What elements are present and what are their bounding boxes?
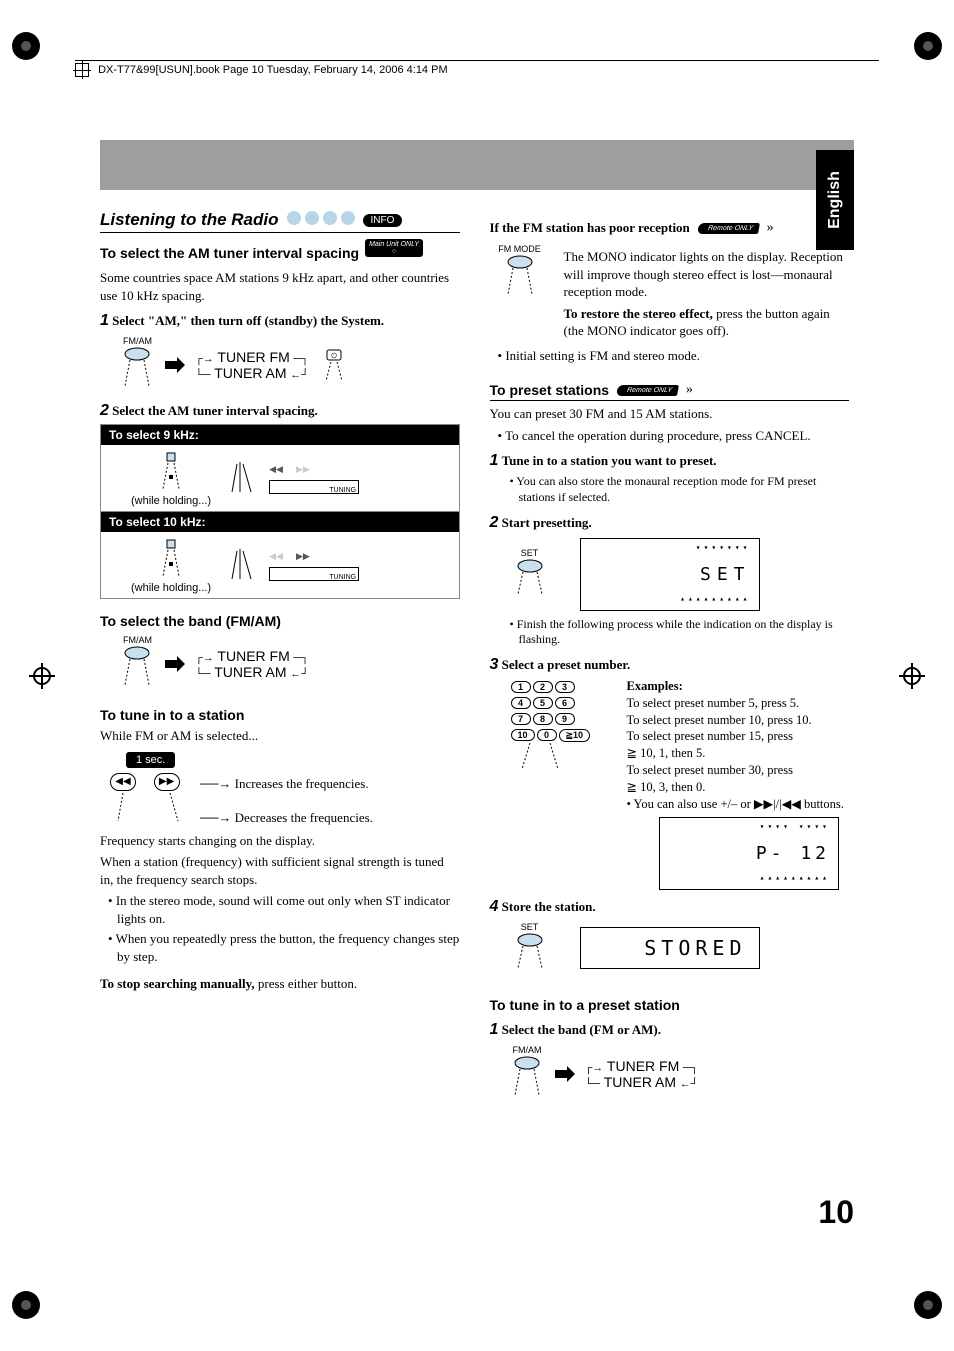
reception-body: FM MODE The MONO indicator lights on the…	[490, 244, 850, 344]
subsection-select-band: To select the band (FM/AM)	[100, 613, 460, 629]
display-stored: STORED	[580, 927, 760, 969]
subsection-am-spacing: To select the AM tuner interval spacing	[100, 245, 359, 261]
preset-heading: To preset stations Remote ONLY »	[490, 382, 850, 401]
num-button[interactable]: 9	[555, 713, 575, 725]
title-bar	[100, 140, 854, 190]
num-button[interactable]: 5	[533, 697, 553, 709]
gear-icon	[912, 30, 944, 62]
right-column: If the FM station has poor reception Rem…	[490, 210, 850, 1109]
bullet-initial: Initial setting is FM and stereo mode.	[498, 347, 850, 365]
diagram-set: SET ▾▾▾▾▾▾▾ SET ▴▴▴▴▴▴▴▴▴	[490, 538, 850, 611]
num-button[interactable]: 4	[511, 697, 531, 709]
rewind-button[interactable]: ◀◀	[110, 773, 136, 791]
num-button[interactable]: 10	[511, 729, 535, 741]
main-unit-badge: Main Unit ONLY○	[365, 239, 423, 257]
num-button[interactable]: 8	[533, 713, 553, 725]
left-column: Listening to the Radio INFO To select th…	[100, 210, 460, 1109]
remote-only-badge: Remote ONLY	[697, 223, 760, 234]
tune-intro: While FM or AM is selected...	[100, 727, 460, 745]
info-badge: INFO	[363, 214, 403, 227]
num-button[interactable]: 0	[537, 729, 557, 741]
display-p12: ▾▾▾▾ ▾▾▾▾ P- 12 ▴▴▴▴▴▴▴▴▴	[659, 817, 839, 890]
bullet-stereo: In the stereo mode, sound will come out …	[108, 892, 460, 927]
section-listening-radio: Listening to the Radio INFO	[100, 210, 460, 233]
header-file-info: DX-T77&99[USUN].book Page 10 Tuesday, Fe…	[75, 60, 879, 63]
tune-preset-step-1: 1 Select the band (FM or AM).	[490, 1021, 850, 1039]
page: DX-T77&99[USUN].book Page 10 Tuesday, Fe…	[0, 0, 954, 1351]
decorative-dots	[285, 211, 357, 229]
svg-text:⏻: ⏻	[331, 352, 337, 360]
num-button[interactable]: 6	[555, 697, 575, 709]
stop-search: To stop searching manually, press either…	[100, 975, 460, 993]
box-10khz: To select 10 kHz: (while holding...) ◀◀ …	[100, 512, 460, 599]
diagram-tune-preset: FM/AM ┌→ TUNER FM ─┐ └─ TUNER AM ←┘	[490, 1045, 850, 1103]
intro-text: Some countries space AM stations 9 kHz a…	[100, 269, 460, 304]
examples-block: 123 456 789 100≧10 Examples: To select p…	[490, 678, 850, 813]
registration-mark	[903, 667, 921, 685]
arrow-icon	[165, 357, 185, 373]
remote-only-badge: Remote ONLY	[616, 385, 679, 396]
diagram-select-am: FM/AM ┌→ TUNER FM ─┐ └─ TUNER AM ←┘ ⏻	[100, 336, 460, 394]
num-button[interactable]: 7	[511, 713, 531, 725]
diagram-tune: 1 sec. ◀◀ ▶▶ ──→ Increases the frequenci…	[100, 751, 460, 826]
subsection-tune-preset: To tune in to a preset station	[490, 997, 850, 1013]
diagram-band: FM/AM ┌→ TUNER FM ─┐ └─ TUNER AM ←┘	[100, 635, 460, 693]
sub-bullet-mono: You can also store the monaural receptio…	[510, 474, 850, 505]
page-number: 10	[818, 1194, 854, 1231]
gear-icon	[10, 30, 42, 62]
freq-text-2: When a station (frequency) with sufficie…	[100, 853, 460, 888]
num-button[interactable]: 2	[533, 681, 553, 693]
preset-intro: You can preset 30 FM and 15 AM stations.	[490, 405, 850, 423]
bullet-repeat: When you repeatedly press the button, th…	[108, 930, 460, 965]
registration-mark	[33, 667, 51, 685]
section-title-text: Listening to the Radio	[100, 210, 279, 230]
step-1: 1 Select "AM," then turn off (standby) t…	[100, 312, 460, 330]
preset-step-1: 1 Tune in to a station you want to prese…	[490, 452, 850, 470]
display-set: ▾▾▾▾▾▾▾ SET ▴▴▴▴▴▴▴▴▴	[580, 538, 760, 611]
content-columns: Listening to the Radio INFO To select th…	[100, 210, 849, 1109]
display-p12-wrap: ▾▾▾▾ ▾▾▾▾ P- 12 ▴▴▴▴▴▴▴▴▴	[490, 817, 850, 890]
forward-button[interactable]: ▶▶	[154, 773, 180, 791]
step-2: 2 Select the AM tuner interval spacing.	[100, 402, 460, 420]
subsection-tune-station: To tune in to a station	[100, 707, 460, 723]
preset-step-4: 4 Store the station.	[490, 898, 850, 916]
num-button[interactable]: ≧10	[559, 729, 591, 742]
diagram-stored: SET STORED	[490, 922, 850, 975]
bullet-cancel: To cancel the operation during procedure…	[498, 427, 850, 445]
preset-step-3: 3 Select a preset number.	[490, 656, 850, 674]
arrow-icon	[165, 656, 185, 672]
num-button[interactable]: 3	[555, 681, 575, 693]
freq-text-1: Frequency starts changing on the display…	[100, 832, 460, 850]
sub-bullet-finish: Finish the following process while the i…	[510, 617, 850, 648]
num-button[interactable]: 1	[511, 681, 531, 693]
reception-heading: If the FM station has poor reception Rem…	[490, 220, 850, 236]
gear-icon	[10, 1289, 42, 1321]
gear-icon	[912, 1289, 944, 1321]
box-9khz: To select 9 kHz: (while holding...) ◀◀ ▶…	[100, 424, 460, 512]
preset-step-2: 2 Start presetting.	[490, 514, 850, 532]
arrow-icon	[555, 1066, 575, 1082]
